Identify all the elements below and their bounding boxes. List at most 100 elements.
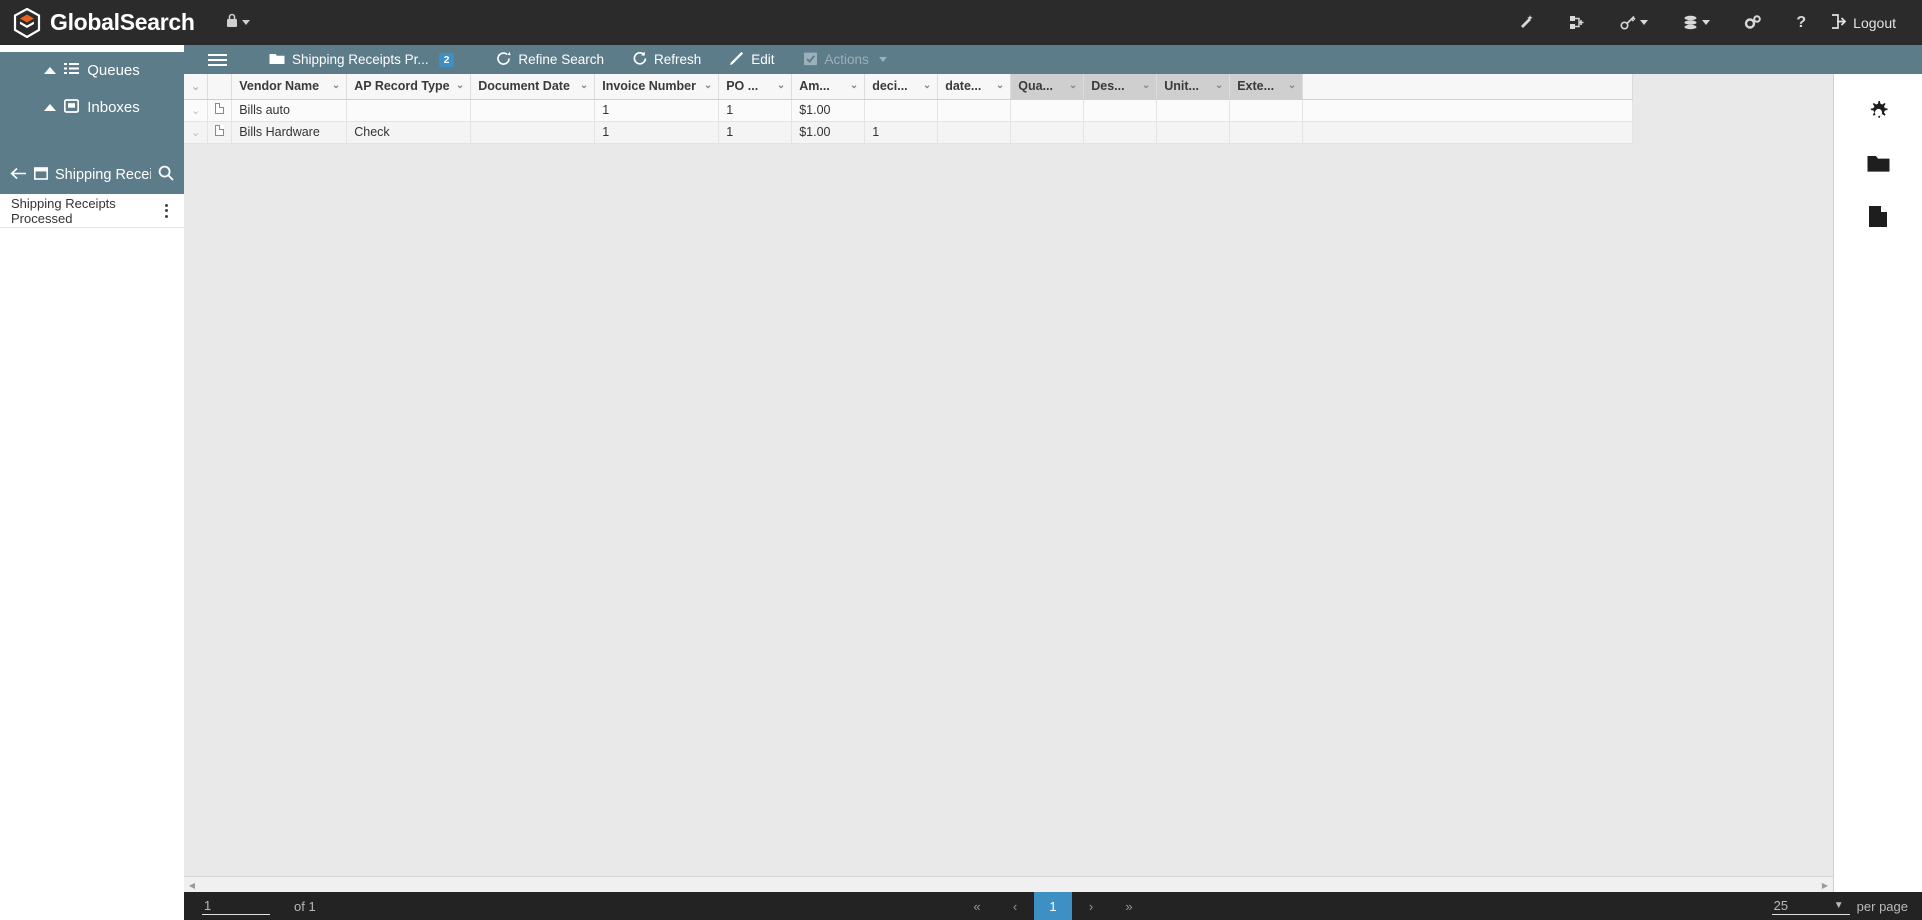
pdf-document-icon[interactable] [207, 99, 233, 122]
gears-icon[interactable] [1727, 0, 1779, 45]
page-number-input[interactable] [202, 897, 270, 915]
table-cell: 1 [594, 99, 720, 122]
chevron-down-icon[interactable]: ⌄ [331, 80, 341, 92]
first-page-button[interactable]: « [973, 898, 981, 914]
chevron-down-icon[interactable]: ⌄ [1068, 80, 1078, 92]
per-page-select[interactable]: 102550100 [1771, 897, 1850, 915]
edit-label: Edit [751, 52, 775, 67]
column-header[interactable]: Unit... ⌄ [1156, 74, 1231, 100]
lock-icon [225, 12, 239, 33]
table-header: ⌄ Vendor Name ⌄ AP Record Type ⌄ Document Da… [184, 74, 1634, 100]
folder-icon[interactable] [1834, 138, 1922, 190]
add-node-icon[interactable] [1552, 0, 1603, 45]
table-header-row: ⌄ Vendor Name ⌄ AP Record Type ⌄ Document Da… [184, 74, 1634, 100]
column-header[interactable]: Invoice Number ⌄ [594, 74, 720, 100]
refine-search-button[interactable]: Refine Search [482, 45, 618, 74]
main-toolbar: Shipping Receipts Pr... 2 Refine Search [184, 45, 1922, 74]
settings-gear-icon[interactable] [1834, 86, 1922, 138]
table-cell [937, 121, 1012, 144]
tab-shipping-receipts[interactable]: Shipping Receipts Pr... 2 [255, 45, 468, 74]
lock-menu-button[interactable] [225, 12, 250, 33]
column-header[interactable]: Qua... ⌄ [1010, 74, 1085, 100]
chevron-down-icon[interactable]: ⌄ [455, 80, 465, 92]
column-header-label: deci... [872, 79, 908, 94]
more-options-icon[interactable] [159, 200, 174, 222]
page-1-button[interactable]: 1 [1034, 892, 1072, 920]
right-rail [1834, 74, 1922, 892]
per-page-select-wrap: 102550100 ▼ [1771, 897, 1850, 915]
column-header[interactable]: Am... ⌄ [791, 74, 866, 100]
chevron-down-icon[interactable]: ⌄ [849, 80, 859, 92]
top-bar: GlobalSearch [0, 0, 1922, 45]
table-row[interactable]: ⌄ Bills auto 1 1 $1.00 [184, 99, 1634, 122]
table-cell [1156, 99, 1231, 122]
magic-wand-icon[interactable] [1501, 0, 1552, 45]
column-header[interactable]: deci... ⌄ [864, 74, 939, 100]
column-header-label: AP Record Type [354, 79, 450, 94]
breadcrumb-label: Shipping Receip... [55, 167, 151, 183]
scroll-right-arrow-icon[interactable]: ▶ [1821, 880, 1829, 890]
table-cell: Bills Hardware [231, 121, 348, 144]
chevron-down-icon[interactable]: ⌄ [1287, 80, 1297, 92]
column-header[interactable]: Des... ⌄ [1083, 74, 1158, 100]
pencil-icon [729, 51, 744, 69]
chevron-down-icon[interactable]: ⌄ [995, 80, 1005, 92]
row-select-cell[interactable]: ⌄ [184, 121, 209, 144]
chevron-up-icon [44, 104, 57, 111]
chevron-down-icon[interactable]: ⌄ [1214, 80, 1224, 92]
chevron-down-icon[interactable]: ⌄ [922, 80, 932, 92]
key-icon[interactable] [1603, 0, 1665, 45]
edit-button[interactable]: Edit [715, 45, 788, 74]
table-cell [1229, 121, 1304, 144]
table-cell [1010, 121, 1085, 144]
logout-button[interactable]: Logout [1823, 13, 1908, 32]
column-header[interactable]: PO ... ⌄ [718, 74, 793, 100]
table-cell [1229, 99, 1304, 122]
main-panel: Shipping Receipts Pr... 2 Refine Search [184, 45, 1922, 920]
scroll-left-arrow-icon[interactable]: ◀ [188, 880, 196, 890]
chevron-down-icon[interactable]: ⌄ [776, 80, 786, 92]
list-item[interactable]: Shipping Receipts Processed [0, 194, 184, 228]
refresh-button[interactable]: Refresh [618, 45, 715, 74]
chevron-down-icon[interactable]: ⌄ [579, 80, 589, 92]
table-cell: $1.00 [791, 121, 866, 144]
table-cell: $1.00 [791, 99, 866, 122]
table-row[interactable]: ⌄ Bills Hardware Check 1 1 $1.00 1 [184, 121, 1634, 144]
horizontal-scrollbar[interactable]: ◀ ▶ [184, 876, 1833, 892]
column-header[interactable]: date... ⌄ [937, 74, 1012, 100]
sidebar-breadcrumb[interactable]: Shipping Receip... [0, 156, 184, 194]
row-select-cell[interactable]: ⌄ [184, 99, 209, 122]
clipboard-check-icon [803, 51, 818, 69]
table-cell [470, 99, 596, 122]
table-cell [1010, 99, 1085, 122]
actions-button[interactable]: Actions [789, 45, 901, 74]
pdf-document-icon[interactable] [207, 121, 233, 144]
pager-controls: « ‹ 1 › » [958, 892, 1148, 920]
sidebar-item-queues[interactable]: Queues [0, 52, 184, 89]
column-header[interactable]: Exte... ⌄ [1229, 74, 1304, 100]
database-icon[interactable] [1665, 0, 1727, 45]
sidebar-nav-section: Queues Inboxes [0, 52, 184, 156]
column-header[interactable]: Document Date ⌄ [470, 74, 596, 100]
column-header[interactable]: AP Record Type ⌄ [346, 74, 472, 100]
chevron-down-icon[interactable]: ⌄ [1141, 80, 1151, 92]
document-icon[interactable] [1834, 190, 1922, 242]
list-icon [64, 62, 80, 79]
back-arrow-icon[interactable] [10, 167, 27, 184]
select-all-header[interactable]: ⌄ [184, 74, 209, 100]
help-icon[interactable]: ? [1796, 13, 1807, 31]
column-header-label: Document Date [478, 79, 570, 94]
column-header[interactable]: Vendor Name ⌄ [231, 74, 348, 100]
table-cell: 1 [594, 121, 720, 144]
chevron-down-icon[interactable]: ⌄ [703, 80, 713, 92]
table-cell [1083, 99, 1158, 122]
last-page-button[interactable]: » [1125, 898, 1133, 914]
column-header-label: Exte... [1237, 79, 1275, 94]
hamburger-icon[interactable] [204, 50, 231, 70]
table-cell: 1 [718, 121, 793, 144]
sidebar-item-inboxes[interactable]: Inboxes [0, 89, 184, 126]
search-icon[interactable] [158, 165, 174, 185]
prev-page-button[interactable]: ‹ [1012, 898, 1018, 914]
next-page-button[interactable]: › [1088, 898, 1094, 914]
column-header-label: Qua... [1018, 79, 1053, 94]
